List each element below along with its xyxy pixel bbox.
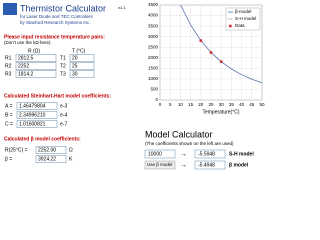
app: Thermistor Calculator v1.1 for Laser Dio… bbox=[3, 2, 265, 170]
beta-coef-value: 3924.22 bbox=[38, 156, 56, 162]
y-tick-label: 4000 bbox=[148, 13, 159, 18]
y-tick-label: 0 bbox=[155, 97, 158, 102]
legend-label: S-H model bbox=[235, 16, 256, 21]
beta-coef-box bbox=[35, 146, 67, 154]
x-tick-label: 50 bbox=[259, 102, 265, 107]
input-rows: R1 2812.5 T1 20 R2 2252 T2 25 R3 1814.2 T3 30 bbox=[5, 54, 95, 78]
coef-value: 1.01600821 bbox=[19, 121, 46, 127]
legend-label: Data bbox=[235, 23, 245, 28]
beta-heading: Calculated β model coefficients: bbox=[4, 136, 81, 142]
beta-coef-value: 2252.00 bbox=[38, 147, 56, 153]
x-tick-label: 30 bbox=[219, 102, 225, 107]
calc-title: Model Calculator bbox=[145, 129, 213, 139]
t-label: T1 bbox=[60, 55, 66, 61]
coef-label: A = bbox=[5, 103, 12, 109]
t-label: T2 bbox=[60, 63, 66, 69]
r-value: 1814.2 bbox=[18, 71, 34, 77]
beta-coef-label: β = bbox=[5, 156, 12, 162]
r-value: 2252 bbox=[18, 63, 29, 69]
company: by Stanford Research Systems Inc. bbox=[20, 20, 91, 25]
coef-exp: e-7 bbox=[60, 121, 67, 127]
beta-output bbox=[194, 160, 226, 170]
coef-label: C = bbox=[5, 121, 13, 127]
y-tick-label: 4500 bbox=[148, 2, 159, 7]
r-input[interactable] bbox=[144, 149, 176, 159]
sh-label: S-H model bbox=[229, 151, 254, 157]
r-value: 2812.5 bbox=[18, 55, 34, 61]
beta-result: -5.4948 bbox=[198, 162, 215, 168]
t-box[interactable] bbox=[69, 62, 95, 70]
y-tick-label: 3000 bbox=[148, 34, 159, 39]
t-label: T3 bbox=[60, 71, 66, 77]
beta-button-label[interactable]: Use β model bbox=[147, 162, 172, 167]
version: v1.1 bbox=[118, 5, 126, 10]
coef-value: 2.34996210 bbox=[19, 112, 46, 118]
coef-label: B = bbox=[5, 112, 13, 118]
logo bbox=[3, 3, 17, 15]
x-tick-label: 35 bbox=[229, 102, 235, 107]
coef-box bbox=[16, 102, 58, 110]
coef-value: 1.46479804 bbox=[19, 103, 46, 109]
sh-output bbox=[194, 149, 226, 159]
r-label: R3 bbox=[5, 71, 12, 77]
r-box[interactable] bbox=[15, 70, 57, 78]
r-label: R1 bbox=[5, 55, 12, 61]
x-tick-label: 25 bbox=[208, 102, 214, 107]
x-tick-label: 40 bbox=[239, 102, 245, 107]
data-point bbox=[199, 39, 203, 42]
sh-rows: A = 1.46479804 e-3 B = 2.34996210 e-4 C = 1.016… bbox=[5, 102, 67, 128]
t-value: 30 bbox=[72, 71, 78, 77]
data-point bbox=[209, 51, 213, 54]
r-box[interactable] bbox=[15, 62, 57, 70]
x-tick-label: 20 bbox=[198, 102, 204, 107]
y-tick-label: 2500 bbox=[148, 44, 159, 49]
subtitle: for Laser Diode and TEC Controllers bbox=[20, 14, 93, 19]
coef-box bbox=[16, 111, 58, 119]
beta-coef-box bbox=[35, 155, 67, 163]
t-header: T (°C) bbox=[72, 48, 86, 54]
legend-swatch bbox=[229, 24, 232, 28]
legend-box bbox=[225, 7, 261, 31]
sh-heading: Calculated Steinhart-Hart model coeffici… bbox=[4, 93, 111, 99]
t-box[interactable] bbox=[69, 70, 95, 78]
y-tick-label: 500 bbox=[150, 87, 158, 92]
x-tick-label: 0 bbox=[159, 102, 162, 107]
r-box[interactable] bbox=[15, 54, 57, 62]
t-box[interactable] bbox=[69, 54, 95, 62]
coef-exp: e-4 bbox=[60, 112, 67, 118]
arrow: → bbox=[180, 162, 187, 169]
beta-label: β model bbox=[229, 162, 249, 168]
y-tick-label: 1000 bbox=[148, 76, 159, 81]
arrow: → bbox=[180, 151, 187, 158]
x-tick-label: 45 bbox=[249, 102, 255, 107]
beta-coef-unit: K bbox=[69, 156, 73, 162]
x-tick-label: 10 bbox=[178, 102, 184, 107]
sh-result: -5.5948 bbox=[198, 151, 215, 157]
prompt: Please input resistance temperature pair… bbox=[4, 34, 105, 40]
r-label: R2 bbox=[5, 63, 12, 69]
y-tick-label: 1500 bbox=[148, 66, 159, 71]
y-tick-label: 3500 bbox=[148, 23, 159, 28]
chart: 0 500 1000 1500 2000 2500 3000 3500 4000 4500 0 5 10… bbox=[148, 2, 265, 115]
note: (Don't use the kΩ here) bbox=[4, 40, 51, 45]
title: Thermistor Calculator bbox=[20, 3, 106, 13]
data-point bbox=[219, 60, 223, 64]
t-value: 20 bbox=[72, 55, 78, 61]
beta-coef-unit: Ω bbox=[69, 147, 73, 153]
r-input-value[interactable]: 10000 bbox=[148, 151, 162, 157]
beta-coef-label: R(25°C) = bbox=[5, 147, 28, 153]
legend-label: β-model bbox=[235, 9, 251, 14]
x-tick-label: 15 bbox=[188, 102, 194, 107]
x-tick-label: 5 bbox=[169, 102, 172, 107]
coef-box bbox=[16, 120, 58, 128]
calc-note: (The coefficients shown on the left are … bbox=[145, 141, 234, 146]
x-axis-label: Temperature(°C) bbox=[202, 109, 239, 115]
beta-button[interactable] bbox=[144, 160, 176, 170]
r-header: R (Ω) bbox=[28, 48, 40, 54]
coef-exp: e-3 bbox=[60, 103, 67, 109]
beta-rows: R(25°C) = 2252.00 Ωβ = 3924.22 K bbox=[5, 146, 73, 163]
t-value: 25 bbox=[72, 63, 78, 69]
y-tick-label: 2000 bbox=[148, 55, 159, 60]
